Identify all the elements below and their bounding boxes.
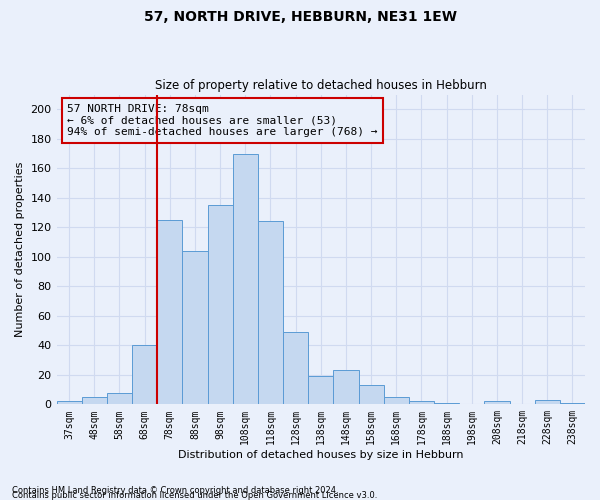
Y-axis label: Number of detached properties: Number of detached properties	[15, 162, 25, 337]
Bar	[434, 403, 459, 404]
Text: Contains public sector information licensed under the Open Government Licence v3: Contains public sector information licen…	[12, 491, 377, 500]
Bar	[258, 222, 283, 404]
Text: 57 NORTH DRIVE: 78sqm
← 6% of detached houses are smaller (53)
94% of semi-detac: 57 NORTH DRIVE: 78sqm ← 6% of detached h…	[67, 104, 377, 137]
Bar	[233, 154, 258, 404]
Bar	[535, 400, 560, 404]
Bar	[107, 392, 132, 404]
Bar	[484, 402, 509, 404]
Bar	[182, 251, 208, 404]
Text: 57, NORTH DRIVE, HEBBURN, NE31 1EW: 57, NORTH DRIVE, HEBBURN, NE31 1EW	[143, 10, 457, 24]
X-axis label: Distribution of detached houses by size in Hebburn: Distribution of detached houses by size …	[178, 450, 464, 460]
Bar	[82, 397, 107, 404]
Bar	[208, 205, 233, 404]
Title: Size of property relative to detached houses in Hebburn: Size of property relative to detached ho…	[155, 79, 487, 92]
Bar	[283, 332, 308, 404]
Text: Contains HM Land Registry data © Crown copyright and database right 2024.: Contains HM Land Registry data © Crown c…	[12, 486, 338, 495]
Bar	[334, 370, 359, 404]
Bar	[560, 403, 585, 404]
Bar	[359, 385, 383, 404]
Bar	[132, 346, 157, 405]
Bar	[157, 220, 182, 404]
Bar	[409, 402, 434, 404]
Bar	[383, 397, 409, 404]
Bar	[56, 402, 82, 404]
Bar	[308, 376, 334, 404]
